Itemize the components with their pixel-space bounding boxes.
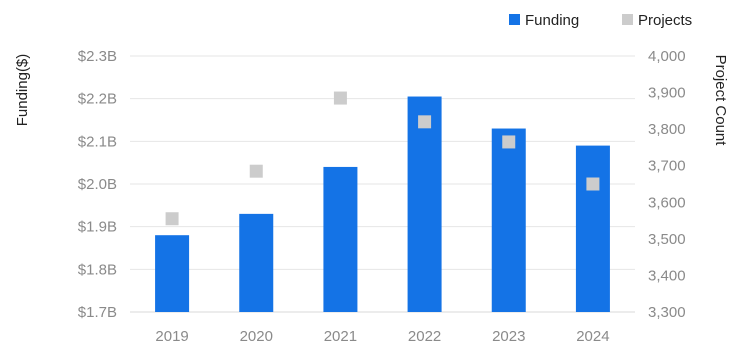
left-tick-label: $1.9B <box>78 219 117 236</box>
right-tick-label: 3,300 <box>648 304 686 321</box>
x-axis-ticks: 2019 2020 2021 2022 2023 2024 <box>155 328 609 343</box>
x-tick-label: 2019 <box>155 328 188 343</box>
funding-bar <box>239 213 274 312</box>
left-tick-label: $2.0B <box>78 176 117 193</box>
left-tick-label: $2.2B <box>78 91 117 108</box>
right-tick-label: 3,700 <box>648 158 686 175</box>
x-tick-label: 2023 <box>492 328 525 343</box>
funding-bar <box>323 166 358 312</box>
legend-funding-label: Funding <box>525 12 579 29</box>
projects-marker <box>418 115 432 129</box>
projects-marker <box>249 164 263 178</box>
legend-projects-swatch <box>622 14 633 25</box>
right-tick-label: 3,800 <box>648 121 686 138</box>
funding-bar <box>491 128 526 312</box>
funding-bar <box>155 235 190 312</box>
x-tick-label: 2020 <box>240 328 273 343</box>
legend-projects-label: Projects <box>638 12 692 29</box>
left-tick-label: $2.1B <box>78 133 117 150</box>
right-tick-label: 4,000 <box>648 48 686 65</box>
right-tick-label: 3,900 <box>648 85 686 102</box>
right-tick-label: 3,500 <box>648 231 686 248</box>
left-tick-label: $1.8B <box>78 261 117 278</box>
right-tick-label: 3,400 <box>648 267 686 284</box>
legend: Funding Projects <box>509 12 692 29</box>
projects-marker <box>502 135 516 149</box>
left-tick-label: $2.3B <box>78 48 117 65</box>
right-axis-ticks: 3,300 3,400 3,500 3,600 3,700 3,800 3,900 4,000 <box>648 48 686 321</box>
gridlines <box>130 55 635 313</box>
funding-bar <box>575 145 610 312</box>
left-axis-title: Funding($) <box>14 54 31 127</box>
funding-bars <box>155 96 610 313</box>
projects-marker <box>586 177 600 191</box>
funding-bar <box>407 96 442 313</box>
x-tick-label: 2021 <box>324 328 357 343</box>
left-axis-ticks: $1.7B $1.8B $1.9B $2.0B $2.1B $2.2B $2.3B <box>78 48 117 321</box>
left-tick-label: $1.7B <box>78 304 117 321</box>
right-tick-label: 3,600 <box>648 194 686 211</box>
x-tick-label: 2024 <box>576 328 609 343</box>
projects-marker <box>333 91 347 105</box>
x-tick-label: 2022 <box>408 328 441 343</box>
right-axis-title: Project Count <box>712 55 729 147</box>
legend-funding-swatch <box>509 14 520 25</box>
projects-marker <box>165 212 179 226</box>
project-markers <box>165 91 600 226</box>
